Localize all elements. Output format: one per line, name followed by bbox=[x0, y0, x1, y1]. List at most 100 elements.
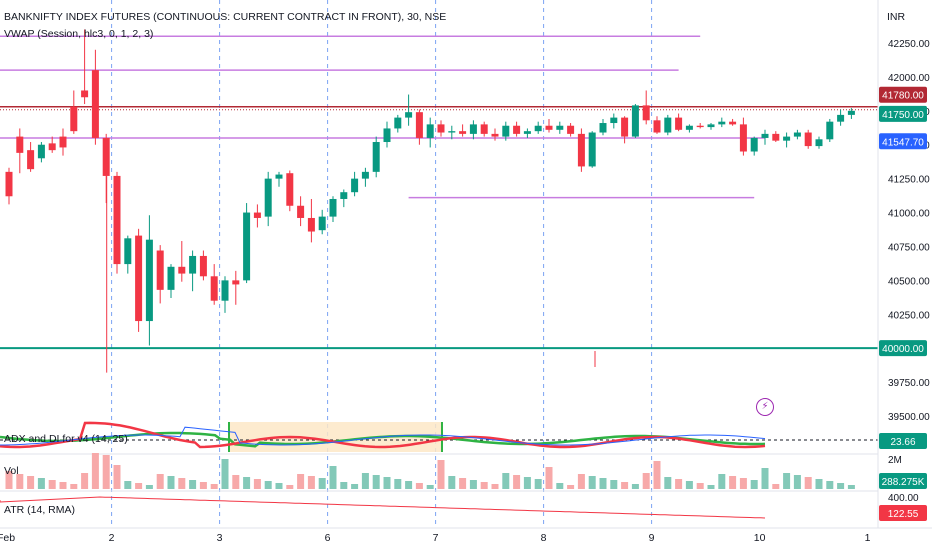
candle-body bbox=[318, 216, 326, 231]
volume-bar bbox=[545, 467, 553, 489]
volume-bar bbox=[847, 485, 855, 489]
volume-bar bbox=[469, 480, 477, 489]
adx-pane bbox=[0, 421, 878, 455]
volume-bar bbox=[718, 474, 726, 489]
candle-body bbox=[167, 266, 175, 290]
red-level-tag-bg bbox=[879, 86, 927, 103]
candle-body bbox=[631, 105, 639, 137]
volume-bar bbox=[199, 482, 207, 489]
volume-bar bbox=[707, 485, 715, 489]
candle-body bbox=[426, 124, 434, 138]
candle-body bbox=[513, 125, 521, 134]
volume-bar bbox=[523, 477, 531, 489]
volume-bar bbox=[621, 482, 629, 489]
adx-line bbox=[0, 426, 766, 446]
candle-body bbox=[480, 124, 488, 134]
vwap-tag: 41547.70 bbox=[879, 133, 927, 150]
vwap-tag-text: 41547.70 bbox=[882, 137, 924, 148]
candle-body bbox=[729, 121, 737, 125]
candle-body bbox=[826, 121, 834, 140]
volume-bar bbox=[783, 473, 791, 489]
volume-bar bbox=[685, 481, 693, 489]
volume-legend[interactable]: Vol bbox=[4, 465, 19, 477]
volume-bar bbox=[437, 460, 445, 489]
candle-body bbox=[156, 250, 164, 290]
adx-value-tag: 23.66 bbox=[879, 433, 927, 449]
atr-legend[interactable]: ATR (14, RMA) bbox=[4, 504, 75, 516]
candle-body bbox=[415, 112, 423, 138]
candle-body bbox=[739, 124, 747, 152]
candle-body bbox=[405, 112, 413, 118]
atr-scale-label: 400.00 bbox=[888, 493, 919, 504]
price-tick-label: 41000.00 bbox=[888, 209, 930, 220]
volume-bar bbox=[145, 485, 153, 489]
volume-bar bbox=[70, 484, 78, 489]
vwap-legend[interactable]: VWAP (Session, hlc3, 0, 1, 2, 3) bbox=[4, 28, 154, 40]
volume-bar bbox=[167, 476, 175, 489]
volume-bar bbox=[502, 473, 510, 489]
volume-bar bbox=[318, 478, 326, 489]
candle-body bbox=[394, 117, 402, 129]
candle-body bbox=[113, 175, 121, 265]
volume-value-tag: 288.275K bbox=[879, 473, 927, 489]
volume-bar bbox=[772, 484, 780, 489]
volume-bar bbox=[653, 461, 661, 489]
candle-body bbox=[91, 70, 99, 138]
volume-bar bbox=[664, 477, 672, 489]
price-tags: 41780.00 41750.00 41547.70 40000.00 23.66 288… bbox=[879, 86, 927, 521]
volume-bar bbox=[750, 480, 758, 489]
volume-bar bbox=[5, 471, 13, 489]
volume-bar bbox=[631, 484, 639, 489]
candle-body bbox=[523, 131, 531, 134]
volume-bar bbox=[513, 475, 521, 489]
alert-icon[interactable]: ⚡ bbox=[756, 398, 774, 416]
candle-body bbox=[448, 131, 456, 133]
volume-bar bbox=[189, 480, 197, 489]
red-level-tag: 41780.00 bbox=[879, 86, 927, 103]
volume-bar bbox=[361, 473, 369, 489]
candle-body bbox=[135, 235, 143, 322]
last-price-tag-bg bbox=[879, 105, 927, 122]
candle-body bbox=[81, 90, 89, 98]
candle-body bbox=[189, 255, 197, 274]
candle-body bbox=[70, 106, 78, 132]
time-axis[interactable]: Feb 2 3 6 7 8 9 10 1 bbox=[0, 527, 932, 544]
volume-scale-label: 2M bbox=[888, 455, 902, 466]
candle-body bbox=[534, 125, 542, 132]
volume-bar bbox=[815, 479, 823, 489]
candle-body bbox=[264, 178, 272, 217]
last-price-tag: 41750.00 bbox=[879, 105, 927, 122]
levels-layer bbox=[0, 35, 878, 350]
candle-body bbox=[469, 124, 477, 134]
candle-body bbox=[556, 125, 564, 130]
volume-bar bbox=[577, 474, 585, 489]
price-tick-label: 39500.00 bbox=[888, 412, 930, 423]
atr-value-tag-text: 122.55 bbox=[888, 509, 919, 520]
volume-bar bbox=[59, 482, 67, 489]
volume-bar bbox=[729, 476, 737, 489]
candle-body bbox=[275, 174, 283, 179]
adx-legend[interactable]: ADX and DI for v4 (14, 25) bbox=[4, 433, 128, 445]
volume-bar bbox=[221, 459, 229, 489]
volume-bar bbox=[610, 480, 618, 489]
volume-bar bbox=[351, 484, 359, 489]
volume-pane bbox=[0, 453, 878, 492]
currency-label: INR bbox=[887, 11, 906, 23]
volume-bar bbox=[426, 485, 434, 489]
green-level-tag-text: 40000.00 bbox=[882, 344, 924, 355]
volume-bar bbox=[48, 480, 56, 489]
atr-value-tag-bg bbox=[879, 505, 927, 521]
candle-body bbox=[210, 276, 218, 301]
volume-bar bbox=[264, 481, 272, 489]
volume-bar bbox=[459, 478, 467, 489]
volume-bar bbox=[739, 478, 747, 489]
candle-body bbox=[545, 125, 553, 130]
volume-bar bbox=[588, 476, 596, 489]
price-tick-label: 42000.00 bbox=[888, 73, 930, 84]
volume-value-tag-text: 288.275K bbox=[882, 477, 925, 488]
candle-body bbox=[361, 171, 369, 179]
symbol-title[interactable]: BANKNIFTY INDEX FUTURES (CONTINUOUS: CUR… bbox=[4, 11, 447, 23]
candle-body bbox=[178, 266, 186, 274]
last-price-tag-text: 41750.00 bbox=[882, 110, 924, 121]
